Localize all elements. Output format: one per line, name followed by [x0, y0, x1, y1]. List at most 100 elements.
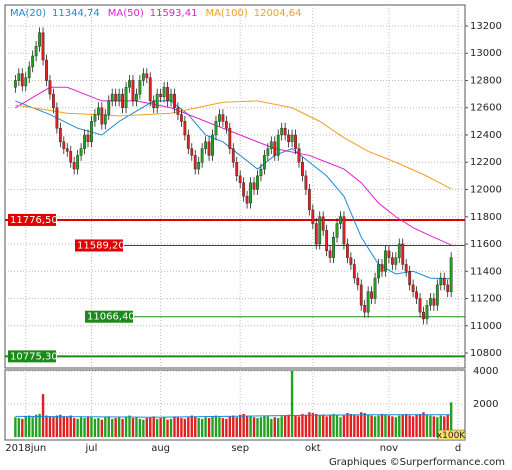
volume-bar: [17, 418, 21, 437]
volume-bar: [290, 371, 294, 437]
candle-body: [425, 305, 429, 320]
x-tick-label: sep: [231, 443, 249, 454]
volume-bar: [100, 419, 104, 437]
volume-bar: [207, 418, 211, 437]
x-tick-label: 2018jun: [5, 443, 46, 454]
candle-body: [20, 73, 24, 87]
volume-unit: x100K: [437, 431, 467, 441]
candle-body: [346, 243, 349, 258]
volume-bar: [339, 417, 342, 437]
volume-bar: [228, 416, 232, 437]
volume-bar: [270, 418, 273, 437]
candle-body: [183, 121, 187, 136]
volume-bar: [69, 415, 72, 437]
candle-body: [211, 134, 214, 156]
volume-bar: [66, 417, 69, 437]
x-tick-label: aug: [151, 443, 170, 454]
volume-bar: [211, 416, 214, 437]
volume-bar: [297, 416, 301, 437]
volume-bar: [277, 418, 280, 437]
candle-body: [408, 271, 412, 286]
candle-body: [359, 284, 363, 306]
candle-body: [321, 216, 325, 231]
volume-bar: [346, 413, 349, 437]
candle-body: [422, 311, 425, 320]
y-tick-label: 11000: [470, 321, 502, 332]
candle-body: [62, 141, 66, 149]
volume-bar: [332, 413, 335, 437]
candle-body: [65, 148, 69, 152]
volume-bar: [356, 415, 359, 437]
candle-body: [58, 127, 62, 143]
candle-body: [55, 107, 59, 129]
x-tick-label: jul: [85, 443, 98, 454]
volume-bar: [342, 415, 346, 437]
y-tick-label: 11400: [470, 266, 502, 277]
volume-bar: [107, 416, 110, 437]
y-tick-label: 13000: [470, 48, 502, 59]
candle-body: [415, 291, 418, 299]
candle-body: [228, 127, 232, 149]
candle-body: [294, 134, 297, 149]
candle-body: [432, 298, 436, 306]
candle-body: [224, 121, 228, 129]
volume-bar: [93, 418, 97, 437]
y-tick-label: 12600: [470, 103, 502, 114]
candle-body: [314, 223, 318, 245]
candle-body: [290, 134, 294, 143]
y-tick-label: 13200: [470, 21, 502, 32]
volume-bar: [363, 413, 366, 437]
candle-body: [121, 93, 124, 108]
candle-body: [339, 216, 342, 224]
moving-average-line: [15, 86, 452, 246]
candle-body: [52, 93, 55, 108]
y-tick-label: 2000: [473, 399, 498, 410]
candle-body: [435, 284, 439, 306]
volume-bar: [152, 416, 155, 437]
volume-bar: [422, 412, 425, 437]
volume-bar: [377, 415, 380, 437]
candle-body: [96, 107, 100, 115]
candle-body: [335, 223, 339, 238]
volume-bar: [225, 418, 228, 437]
volume-bar: [31, 417, 34, 437]
candle-body: [173, 93, 176, 108]
volume-bar: [86, 416, 90, 437]
candle-body: [349, 257, 353, 265]
level-label-box: [8, 350, 56, 363]
y-tick-label: 12400: [470, 130, 502, 141]
candle-body: [401, 243, 405, 265]
volume-bar: [384, 414, 387, 437]
candle-body: [373, 277, 377, 299]
candle-body: [200, 148, 204, 163]
candle-body: [429, 298, 432, 306]
volume-bar: [418, 413, 422, 437]
candle-body: [152, 100, 156, 108]
candle-body: [266, 148, 270, 156]
candle-body: [397, 243, 401, 258]
volume-bar: [259, 417, 263, 437]
volume-bar: [321, 414, 325, 437]
candle-body: [235, 162, 239, 177]
candle-body: [155, 93, 159, 108]
volume-bar: [432, 416, 436, 437]
candle-body: [411, 284, 415, 292]
volume-bar: [315, 413, 318, 437]
level-label-box: [85, 310, 133, 323]
volume-bar: [166, 419, 169, 437]
volume-bar: [242, 413, 245, 437]
candle-body: [390, 257, 394, 265]
volume-bar: [204, 417, 207, 437]
candle-body: [45, 59, 48, 81]
volume-bar: [138, 418, 142, 437]
candle-body: [162, 87, 166, 98]
volume-bar: [294, 415, 297, 437]
candle-body: [100, 107, 104, 125]
candle-body: [86, 134, 90, 143]
volume-bar: [425, 414, 429, 437]
candle-body: [394, 257, 398, 265]
candle-body: [214, 121, 218, 136]
candle-body: [190, 148, 194, 156]
volume-bar: [266, 416, 270, 437]
candle-body: [93, 114, 97, 122]
